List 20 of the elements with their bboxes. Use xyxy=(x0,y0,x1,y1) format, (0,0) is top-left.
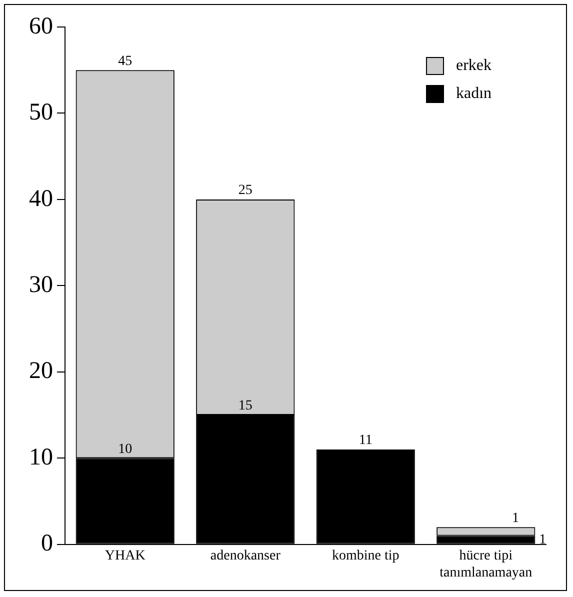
y-tick-label: 60 xyxy=(29,13,53,40)
data-label: 45 xyxy=(118,54,132,69)
data-label: 15 xyxy=(238,398,252,414)
data-label: 10 xyxy=(118,442,132,457)
legend-label: erkek xyxy=(456,57,492,74)
x-tick-label: hücre tipi tanımlanamayan xyxy=(440,548,532,580)
legend-label: kadın xyxy=(456,85,492,102)
data-label: 11 xyxy=(358,433,372,448)
data-label: 25 xyxy=(238,183,252,198)
x-tick-label: adenokanser xyxy=(210,548,281,564)
data-label: 1 xyxy=(539,532,546,548)
y-tick-label: 40 xyxy=(29,186,53,212)
y-tick-label: 10 xyxy=(29,444,53,470)
y-tick-label: 0 xyxy=(41,530,53,557)
y-tick-label: 20 xyxy=(29,358,53,384)
y-tick-label: 50 xyxy=(29,100,53,126)
y-tick-label: 30 xyxy=(29,272,53,298)
x-tick-label: YHAK xyxy=(104,548,146,564)
data-label: 1 xyxy=(512,510,519,526)
x-tick-label: kombine tip xyxy=(332,548,400,564)
